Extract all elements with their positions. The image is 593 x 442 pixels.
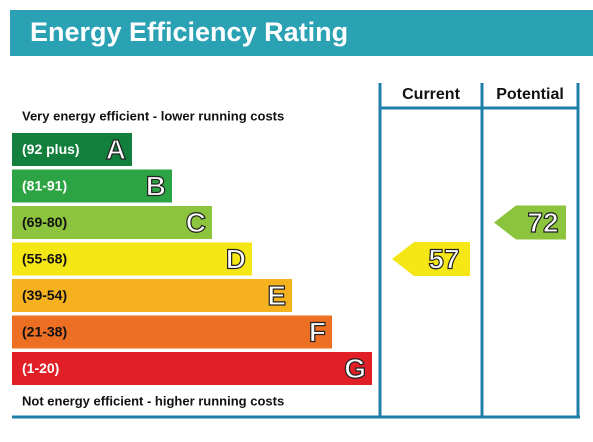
band-range: (1-20) [22, 360, 59, 376]
band [12, 206, 212, 239]
band-range: (55-68) [22, 251, 67, 267]
band-range: (39-54) [22, 287, 67, 303]
band [12, 352, 372, 385]
band-letter: C [186, 207, 206, 238]
band [12, 133, 132, 166]
top-note: Very energy efficient - lower running co… [22, 108, 284, 123]
band [12, 279, 292, 312]
rating-arrow [392, 242, 470, 276]
band-range: (81-91) [22, 178, 67, 194]
column-header: Current [402, 86, 460, 103]
band-letter: A [106, 134, 126, 165]
band-letter: D [226, 243, 246, 274]
band-letter: F [309, 316, 326, 347]
band [12, 242, 252, 276]
column-header: Potential [496, 86, 564, 103]
rating-arrow [494, 205, 566, 240]
band-range: (69-80) [22, 214, 67, 230]
band-range: (21-38) [22, 324, 67, 340]
chart-title: Energy Efficiency Rating [30, 17, 348, 47]
band [12, 315, 332, 349]
title-bar [10, 10, 593, 56]
band-letter: E [267, 280, 286, 311]
band-letter: G [344, 353, 366, 384]
rating-value: 57 [428, 243, 459, 274]
bottom-note: Not energy efficient - higher running co… [22, 393, 284, 408]
band-letter: B [146, 170, 166, 201]
rating-value: 72 [527, 207, 558, 238]
frame [12, 83, 580, 419]
band-range: (92 plus) [22, 141, 80, 157]
band [12, 169, 172, 203]
